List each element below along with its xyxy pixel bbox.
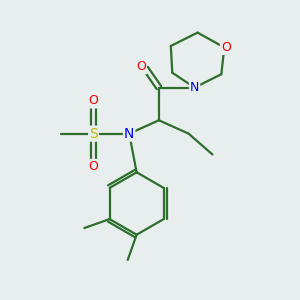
Text: O: O: [221, 41, 231, 54]
Text: O: O: [88, 160, 98, 173]
Text: N: N: [124, 127, 134, 141]
Text: S: S: [89, 127, 98, 141]
Text: O: O: [88, 94, 98, 107]
Text: N: N: [190, 81, 199, 94]
Text: O: O: [136, 60, 146, 73]
